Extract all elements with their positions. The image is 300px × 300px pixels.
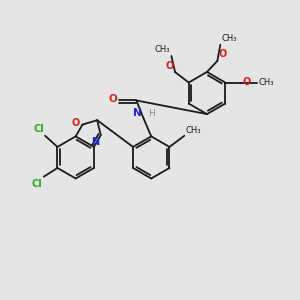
Text: N: N (133, 108, 142, 118)
Text: O: O (166, 61, 174, 70)
Text: O: O (219, 49, 227, 59)
Text: H: H (148, 109, 155, 118)
Text: O: O (71, 118, 80, 128)
Text: O: O (108, 94, 117, 104)
Text: CH₃: CH₃ (186, 125, 201, 134)
Text: CH₃: CH₃ (222, 34, 237, 43)
Text: Cl: Cl (32, 178, 43, 189)
Text: CH₃: CH₃ (259, 78, 274, 87)
Text: O: O (243, 76, 251, 86)
Text: CH₃: CH₃ (155, 45, 170, 54)
Text: N: N (91, 137, 99, 147)
Text: Cl: Cl (33, 124, 44, 134)
